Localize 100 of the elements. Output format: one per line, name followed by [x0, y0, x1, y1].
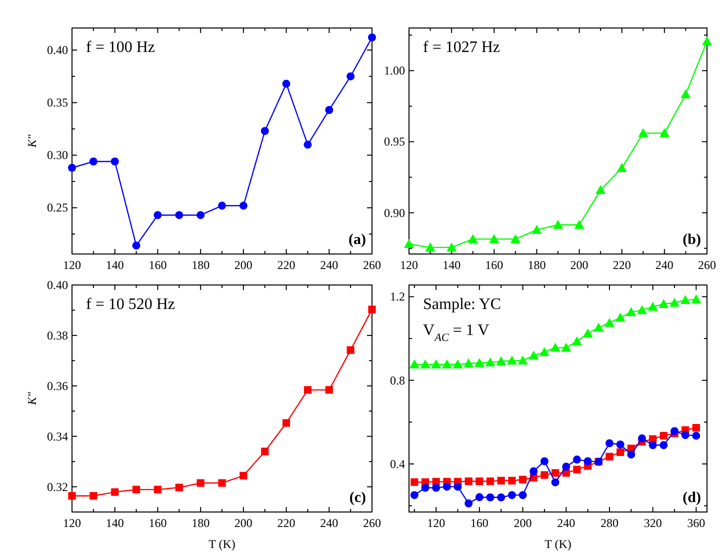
- point: [431, 359, 442, 368]
- x-tick-label: 260: [363, 258, 381, 272]
- point: [702, 36, 712, 46]
- point: [561, 342, 572, 352]
- point: [475, 493, 484, 502]
- x-tick-label: 220: [277, 258, 296, 272]
- y-tick-label: 0.35: [47, 96, 68, 110]
- y-tick-label: 0.40: [47, 43, 68, 58]
- point: [497, 493, 506, 502]
- annotation: (c): [349, 490, 366, 506]
- point: [282, 419, 290, 427]
- y-tick-label: 0.30: [47, 148, 68, 162]
- point: [659, 128, 670, 138]
- point: [616, 163, 627, 172]
- point: [572, 336, 582, 346]
- point: [506, 356, 517, 365]
- annotation: Sample: YC: [423, 296, 502, 313]
- x-tick-label: 220: [277, 516, 296, 530]
- point: [660, 432, 668, 440]
- x-tick-label: 220: [612, 258, 631, 272]
- x-tick-label: 140: [106, 258, 124, 272]
- point: [572, 456, 581, 464]
- point: [346, 346, 354, 354]
- x-tick-label: 140: [442, 258, 461, 272]
- point: [660, 441, 668, 450]
- point: [325, 106, 334, 114]
- point: [638, 434, 646, 442]
- point: [485, 357, 496, 366]
- x-tick-label: 160: [470, 516, 488, 530]
- annotation: f = 10 520 Hz: [86, 296, 176, 313]
- x-tick-label: 240: [320, 258, 338, 272]
- point: [368, 33, 376, 42]
- point: [658, 299, 669, 308]
- point: [90, 492, 98, 500]
- x-tick-label: 320: [644, 516, 662, 530]
- point: [476, 477, 484, 486]
- point: [605, 439, 614, 448]
- y-tick-label: 0.36: [47, 378, 68, 393]
- x-tick-label: 280: [600, 516, 618, 530]
- x-tick-label: 240: [320, 516, 338, 530]
- point: [409, 359, 420, 368]
- point: [594, 322, 604, 332]
- point: [346, 72, 355, 80]
- x-tick-label: 200: [570, 258, 588, 272]
- x-tick-label: 120: [427, 516, 446, 530]
- point: [442, 359, 452, 368]
- point: [584, 457, 592, 466]
- point: [196, 211, 205, 220]
- x-tick-label: 260: [698, 258, 716, 272]
- point: [489, 234, 500, 244]
- point: [486, 493, 494, 502]
- y-axis-title: K″: [25, 391, 39, 406]
- x-tick-label: 180: [192, 258, 210, 272]
- y-tick-label: 0.8: [390, 373, 405, 388]
- point: [532, 224, 542, 234]
- point: [574, 220, 584, 229]
- point: [648, 302, 658, 311]
- point: [132, 486, 140, 494]
- point: [528, 350, 539, 360]
- point: [562, 462, 570, 471]
- x-tick-label: 240: [557, 516, 576, 530]
- annotation: f = 1027 Hz: [423, 39, 500, 56]
- point: [518, 491, 527, 500]
- y-tick-label: 0.40: [47, 278, 68, 292]
- x-tick-label: 180: [192, 516, 210, 530]
- annotation: (d): [682, 490, 701, 506]
- point: [420, 359, 430, 368]
- point: [404, 239, 414, 248]
- x-tick-label: 260: [363, 516, 381, 530]
- point: [486, 477, 494, 486]
- annotation: (b): [682, 232, 701, 248]
- point: [606, 452, 614, 460]
- point: [464, 358, 474, 368]
- point: [68, 492, 76, 500]
- point: [530, 467, 538, 476]
- point: [691, 294, 702, 304]
- point: [553, 220, 563, 229]
- x-tick-label: 180: [528, 258, 546, 272]
- point: [454, 482, 462, 491]
- x-tick-label: 120: [400, 258, 418, 272]
- point: [550, 342, 560, 352]
- point: [110, 158, 119, 166]
- point: [508, 491, 516, 500]
- point: [446, 242, 457, 252]
- y-tick-label: 0.95: [384, 134, 405, 149]
- x-tick-label: 200: [514, 516, 532, 530]
- point: [410, 491, 418, 500]
- x-tick-label: 160: [485, 258, 504, 272]
- point: [681, 431, 690, 440]
- point: [615, 312, 626, 322]
- point: [518, 355, 528, 364]
- point: [692, 432, 700, 440]
- annotation: f = 100 Hz: [86, 39, 156, 56]
- point: [175, 211, 184, 220]
- x-tick-label: 140: [106, 516, 124, 530]
- point: [551, 469, 560, 477]
- point: [325, 386, 333, 394]
- x-axis-title: T (K): [544, 537, 572, 551]
- y-axis-title: K″: [25, 134, 39, 149]
- point: [596, 185, 606, 194]
